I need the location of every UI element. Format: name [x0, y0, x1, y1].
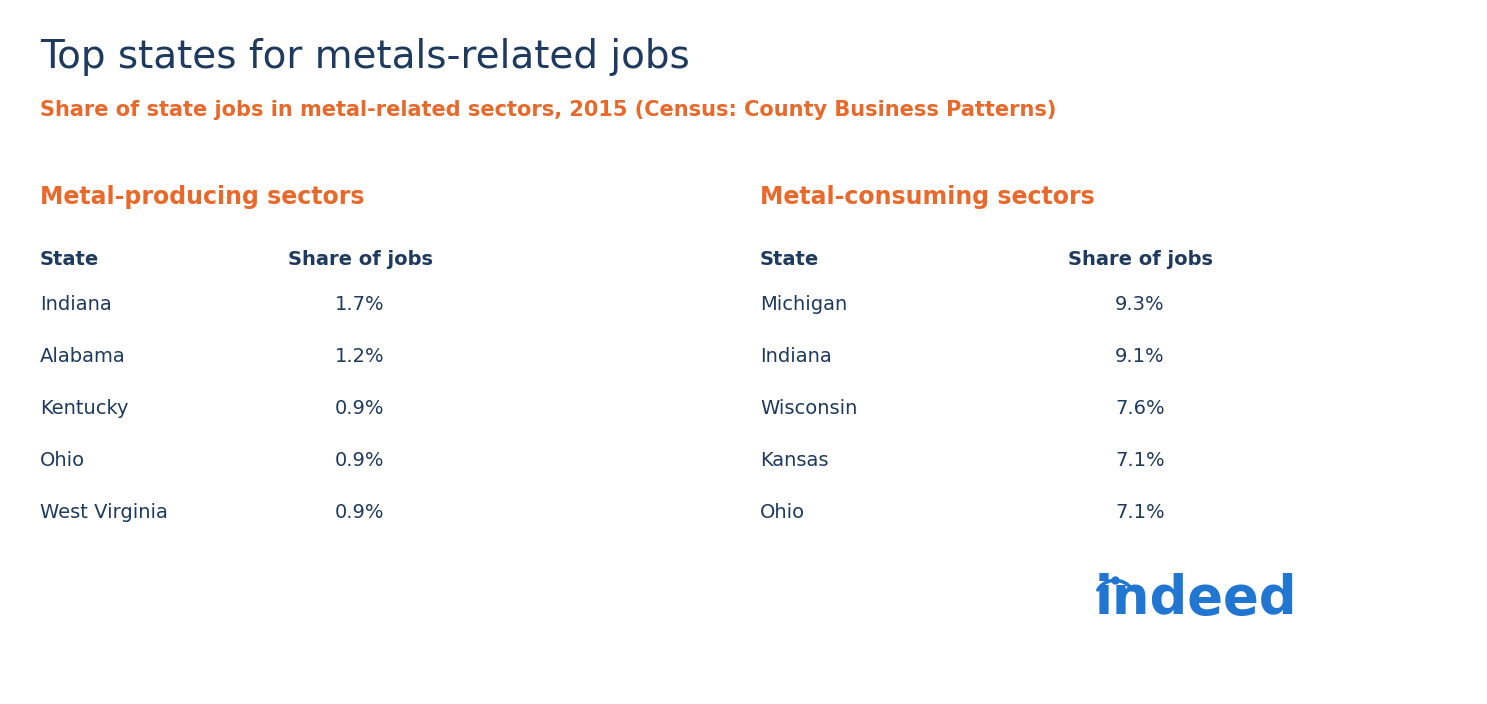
Text: Wisconsin: Wisconsin: [760, 399, 858, 418]
Text: Ohio: Ohio: [40, 451, 85, 470]
Text: Michigan: Michigan: [760, 295, 848, 314]
Text: 7.1%: 7.1%: [1115, 503, 1164, 522]
Text: Indiana: Indiana: [40, 295, 112, 314]
Text: Ohio: Ohio: [760, 503, 804, 522]
Text: Indiana: Indiana: [760, 347, 831, 366]
Text: 7.6%: 7.6%: [1115, 399, 1164, 418]
Text: indeed: indeed: [1094, 573, 1298, 625]
Text: 0.9%: 0.9%: [335, 503, 385, 522]
Text: Kentucky: Kentucky: [40, 399, 128, 418]
Text: Kansas: Kansas: [760, 451, 828, 470]
Text: Metal-consuming sectors: Metal-consuming sectors: [760, 185, 1094, 209]
Text: Share of jobs: Share of jobs: [287, 250, 433, 269]
Text: 9.3%: 9.3%: [1115, 295, 1164, 314]
Text: Top states for metals-related jobs: Top states for metals-related jobs: [40, 38, 690, 76]
Text: 9.1%: 9.1%: [1115, 347, 1164, 366]
Text: Share of state jobs in metal-related sectors, 2015 (Census: County Business Patt: Share of state jobs in metal-related sec…: [40, 100, 1056, 120]
Text: 7.1%: 7.1%: [1115, 451, 1164, 470]
Text: West Virginia: West Virginia: [40, 503, 168, 522]
Text: State: State: [760, 250, 819, 269]
Text: 0.9%: 0.9%: [335, 451, 385, 470]
Text: 1.7%: 1.7%: [335, 295, 385, 314]
Text: 0.9%: 0.9%: [335, 399, 385, 418]
Text: 1.2%: 1.2%: [335, 347, 385, 366]
Text: Alabama: Alabama: [40, 347, 126, 366]
Text: State: State: [40, 250, 100, 269]
Text: Share of jobs: Share of jobs: [1068, 250, 1212, 269]
Text: Metal-producing sectors: Metal-producing sectors: [40, 185, 364, 209]
